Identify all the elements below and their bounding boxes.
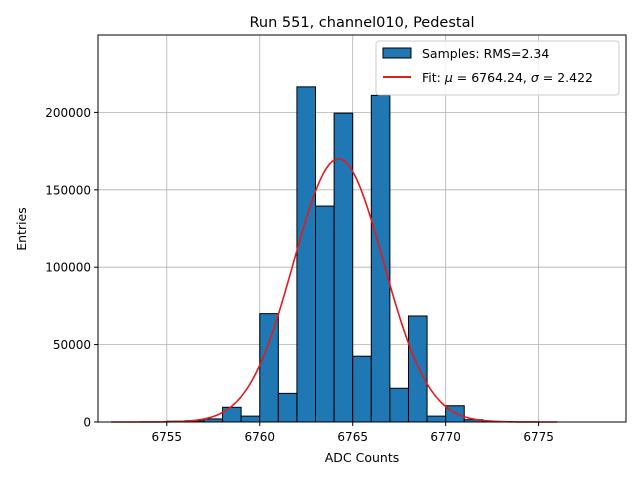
y-tick-label: 0 xyxy=(83,416,91,430)
histogram-bar xyxy=(352,355,372,423)
x-tick-label: 6770 xyxy=(430,430,461,444)
legend-fit-label: Fit: μ = 6764.24, σ = 2.422 xyxy=(422,70,593,85)
fit-curve-group xyxy=(111,158,558,423)
histogram-bar xyxy=(426,415,447,423)
y-tick-label: 100000 xyxy=(45,261,91,275)
legend-fit-sigma-symbol: σ xyxy=(531,70,540,85)
y-tick-label: 200000 xyxy=(45,106,91,120)
legend-box xyxy=(375,40,620,96)
histogram-bar xyxy=(222,406,242,423)
x-tick-label: 6775 xyxy=(523,430,554,444)
legend-samples-swatch xyxy=(382,47,412,59)
x-tick-label: 6765 xyxy=(337,430,368,444)
histogram-bar xyxy=(370,94,391,423)
histogram-bar xyxy=(407,315,428,423)
x-axis-ticks: 6755 6760 6765 6770 6775 xyxy=(152,422,554,444)
histogram-bar xyxy=(389,387,409,423)
legend-fit-mu-value: = 6764.24, xyxy=(453,70,531,85)
legend-fit-mu-symbol: μ xyxy=(444,70,453,85)
legend-fit-prefix: Fit: xyxy=(422,70,445,85)
chart-title: Run 551, channel010, Pedestal xyxy=(249,15,474,31)
y-tick-label: 50000 xyxy=(53,338,91,352)
y-tick-label: 150000 xyxy=(45,183,91,197)
x-tick-label: 6755 xyxy=(152,430,183,444)
histogram-bar xyxy=(277,392,298,423)
legend-samples-label: Samples: RMS=2.34 xyxy=(422,46,549,61)
histogram-bars xyxy=(166,86,502,423)
x-tick-label: 6760 xyxy=(244,430,275,444)
y-axis-ticks: 0 50000 100000 150000 200000 xyxy=(45,106,98,430)
legend: Samples: RMS=2.34 Fit: μ = 6764.24, σ = … xyxy=(375,40,620,96)
histogram-bar xyxy=(296,86,317,423)
plot-frame xyxy=(97,34,627,423)
legend-fit-sigma-value: = 2.422 xyxy=(539,70,593,85)
histogram-bar xyxy=(240,415,261,423)
x-axis-label: ADC Counts xyxy=(325,450,400,465)
fit-curve xyxy=(111,158,558,423)
histogram-bar xyxy=(315,205,335,423)
y-axis-label: Entries xyxy=(14,207,29,251)
histogram-bar xyxy=(259,313,279,423)
